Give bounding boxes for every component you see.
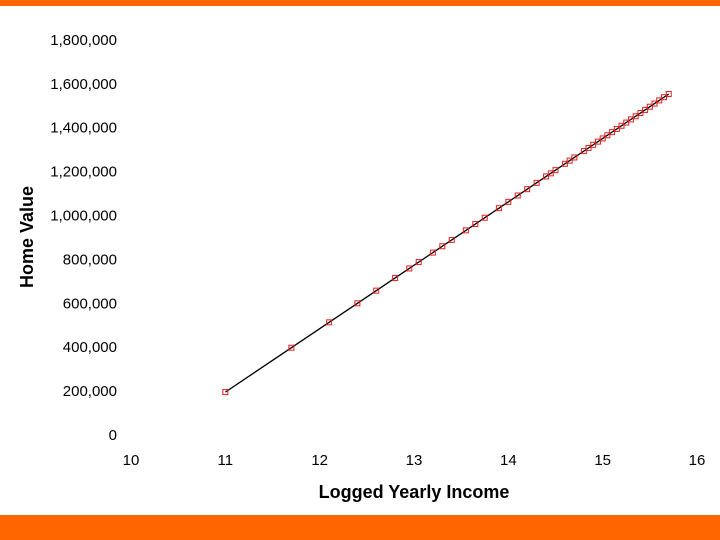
point	[533, 179, 540, 186]
point	[609, 129, 616, 136]
bottom-bar	[0, 515, 720, 540]
point	[543, 173, 550, 180]
point	[642, 106, 649, 113]
x-axis-title: Logged Yearly Income	[319, 482, 510, 502]
point	[547, 170, 554, 177]
point	[585, 144, 592, 151]
point	[448, 236, 455, 243]
y-tick-label: 1,000,000	[50, 208, 117, 225]
y-tick-label: 1,400,000	[50, 120, 117, 137]
point	[590, 141, 597, 148]
point	[415, 259, 422, 266]
point	[514, 192, 521, 199]
x-tick-label: 16	[689, 452, 706, 469]
y-tick-label: 1,600,000	[50, 76, 117, 93]
y-axis-title: Home Value	[17, 186, 37, 288]
y-tick-label: 200,000	[63, 383, 117, 400]
trendline	[224, 93, 670, 393]
point	[660, 94, 667, 101]
point	[656, 97, 663, 104]
point	[524, 186, 531, 193]
y-tick-label: 1,800,000	[50, 32, 117, 49]
point	[637, 110, 644, 117]
point	[288, 344, 295, 351]
point	[326, 319, 333, 326]
x-tick-label: 13	[406, 452, 423, 469]
x-tick-label: 11	[218, 452, 234, 469]
point	[552, 167, 559, 174]
point	[373, 287, 380, 294]
point	[651, 100, 658, 107]
y-tick-label: 400,000	[63, 339, 117, 356]
point	[646, 103, 653, 110]
point	[406, 265, 413, 272]
point	[580, 148, 587, 155]
point	[599, 135, 606, 142]
y-tick-label: 600,000	[63, 295, 117, 312]
x-tick-label: 12	[311, 452, 328, 469]
point	[618, 122, 625, 129]
point	[222, 389, 229, 396]
y-tick-label: 800,000	[63, 251, 117, 268]
point	[472, 221, 479, 228]
point	[594, 138, 601, 145]
y-tick-label: 1,200,000	[50, 164, 117, 181]
point	[505, 198, 512, 205]
point	[462, 227, 469, 234]
point	[665, 91, 672, 98]
point	[429, 249, 436, 256]
point	[495, 205, 502, 212]
y-tick-label: 0	[109, 427, 117, 444]
x-tick-label: 15	[594, 452, 611, 469]
x-tick-label: 10	[123, 452, 140, 469]
point	[613, 125, 620, 132]
point	[566, 157, 573, 164]
point	[623, 119, 630, 126]
point	[627, 116, 634, 123]
point	[354, 300, 361, 307]
point	[632, 113, 639, 120]
top-bar	[0, 0, 720, 6]
point	[392, 274, 399, 281]
point	[481, 214, 488, 221]
x-tick-label: 14	[500, 452, 517, 469]
point	[604, 132, 611, 139]
point	[439, 243, 446, 250]
point	[571, 154, 578, 161]
point	[561, 160, 568, 167]
